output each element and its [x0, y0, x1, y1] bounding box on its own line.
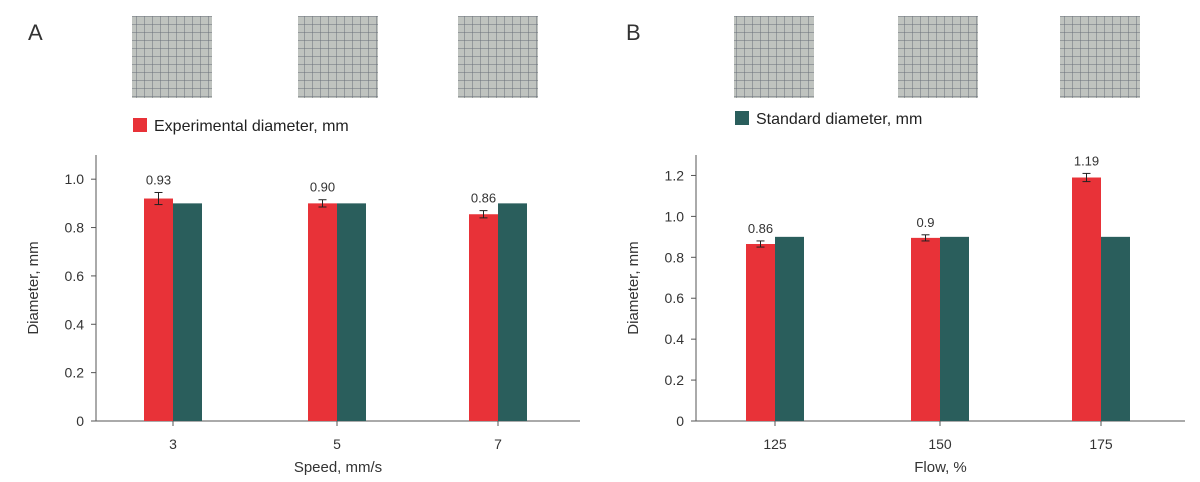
sample-photo	[298, 16, 378, 98]
y-tick-label: 0.6	[665, 290, 685, 306]
y-tick-label: 0.6	[65, 268, 85, 284]
sample-photo	[898, 16, 978, 98]
data-label: 0.93	[146, 172, 171, 187]
y-axis-title: Diameter, mm	[625, 241, 642, 334]
bar-experimental	[746, 244, 775, 421]
y-tick-label: 1.2	[665, 167, 685, 183]
sample-photos-b	[734, 16, 1140, 98]
y-tick-label: 0.8	[65, 220, 85, 236]
bar-standard	[775, 236, 804, 421]
chart-panel-b: 0 0.2 0.4 0.6 0.8 1.0 1.2 Diameter, mm Flow, % 12…	[625, 153, 1185, 476]
sample-photo	[734, 16, 814, 98]
y-tick-label: 0.2	[665, 372, 685, 388]
y-axis-title: Diameter, mm	[25, 241, 42, 334]
bar-standard	[1101, 236, 1130, 421]
bar-experimental	[469, 214, 498, 421]
x-tick-label: 7	[494, 436, 502, 452]
bar-experimental	[1072, 177, 1101, 421]
sample-photos-a	[132, 16, 538, 98]
legend-swatch-standard	[735, 111, 749, 125]
data-label: 1.19	[1074, 153, 1099, 168]
panel-b-letter: B	[626, 20, 641, 45]
data-label: 0.86	[471, 191, 496, 206]
bar-standard	[940, 236, 969, 421]
y-tick-label: 0	[676, 413, 684, 429]
x-axis-title: Speed, mm/s	[294, 459, 382, 476]
x-tick-label: 125	[763, 436, 787, 452]
legend-label-standard: Standard diameter, mm	[756, 111, 922, 128]
y-tick-label: 0.2	[65, 365, 85, 381]
sample-photo	[132, 16, 212, 98]
y-tick-label: 0.4	[665, 331, 685, 347]
bar-experimental	[911, 237, 940, 421]
bar-standard	[498, 203, 527, 421]
x-tick-label: 175	[1089, 436, 1113, 452]
bar-standard	[337, 203, 366, 421]
legend-swatch-experimental	[133, 118, 147, 132]
chart-panel-a: 0 0.2 0.4 0.6 0.8 1.0 Diameter, mm Speed, mm/s 3…	[25, 155, 580, 476]
sample-photo	[458, 16, 538, 98]
y-tick-label: 0.4	[65, 316, 85, 332]
sample-photo	[1060, 16, 1140, 98]
data-label: 0.9	[916, 215, 934, 230]
x-tick-label: 3	[169, 436, 177, 452]
x-tick-label: 150	[928, 436, 952, 452]
legend-experimental: Experimental diameter, mm	[133, 118, 349, 135]
panel-a-letter: A	[28, 20, 43, 45]
y-tick-label: 1.0	[65, 171, 85, 187]
x-axis-title: Flow, %	[914, 459, 967, 476]
x-tick-label: 5	[333, 436, 341, 452]
data-label: 0.86	[748, 221, 773, 236]
legend-label-experimental: Experimental diameter, mm	[154, 118, 349, 135]
y-tick-label: 0.8	[665, 249, 685, 265]
legend-standard: Standard diameter, mm	[735, 111, 922, 128]
y-tick-label: 0	[76, 413, 84, 429]
bar-experimental	[308, 203, 337, 421]
y-tick-label: 1.0	[665, 208, 685, 224]
bar-experimental	[144, 198, 173, 421]
bar-standard	[173, 203, 202, 421]
data-label: 0.90	[310, 180, 335, 195]
